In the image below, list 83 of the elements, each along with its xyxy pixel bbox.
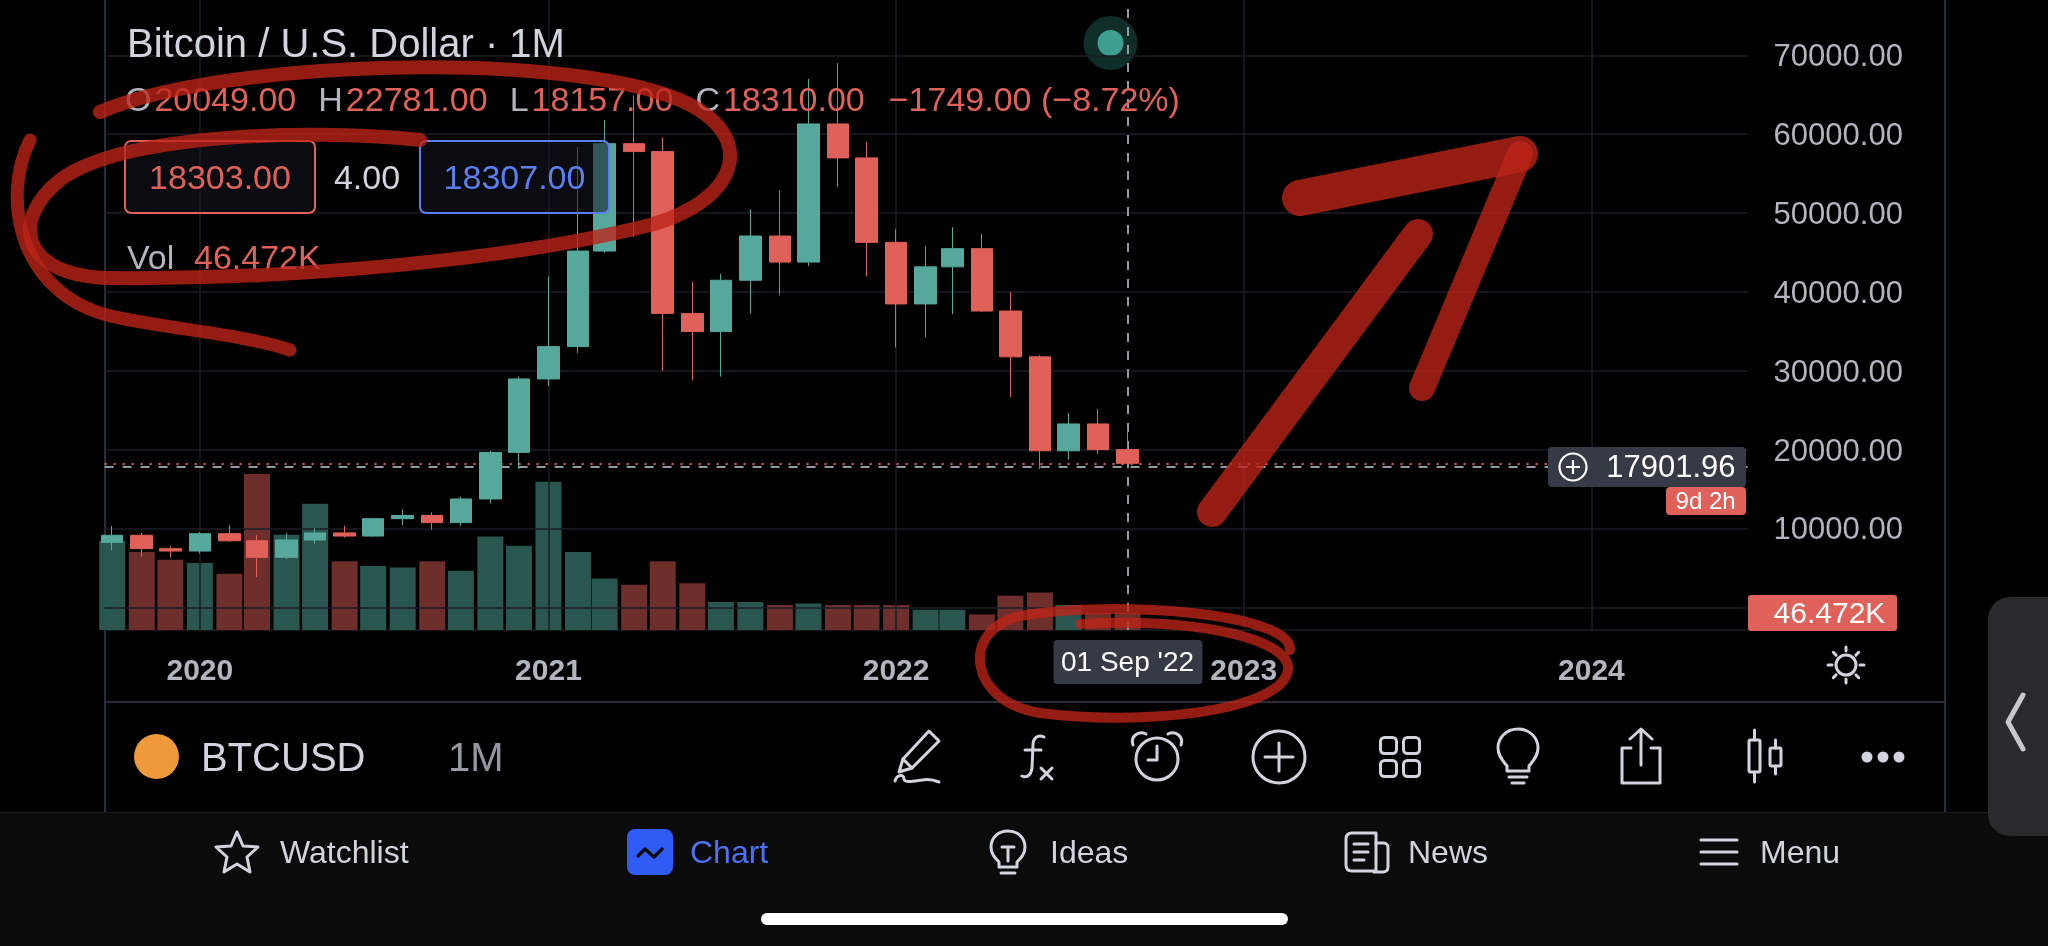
bar <box>621 584 648 630</box>
y-tick-label: 60000.00 <box>1773 116 1903 152</box>
candlestick <box>537 275 560 387</box>
annotation: 4.00 <box>333 158 401 196</box>
bar <box>447 570 474 630</box>
candlestick <box>681 281 704 382</box>
candlestick <box>941 226 964 315</box>
candlestick <box>479 450 502 505</box>
text: BTCUSD <box>201 735 366 779</box>
candlestick <box>651 136 674 372</box>
bar <box>128 552 155 630</box>
bar <box>535 481 562 630</box>
candlestick <box>421 511 443 531</box>
annotation: L <box>509 80 529 118</box>
bar <box>968 614 995 630</box>
y-tick-label: 50000.00 <box>1773 195 1903 231</box>
ref-line-label: 9d 2h <box>1675 486 1736 514</box>
annotation: H <box>318 80 343 118</box>
bar <box>477 536 504 630</box>
candlestick <box>914 245 937 338</box>
bar <box>157 559 184 630</box>
bar <box>707 601 734 630</box>
bar <box>99 541 126 630</box>
x-tick-label: 2024 <box>1558 652 1626 686</box>
bar <box>505 545 532 630</box>
bar <box>216 573 243 630</box>
candlestick <box>1057 412 1080 460</box>
bar <box>389 567 416 630</box>
bar <box>853 605 880 630</box>
candlestick <box>218 524 241 543</box>
candlestick <box>391 508 414 526</box>
annotation: Vol <box>127 238 175 276</box>
candlestick <box>333 525 356 539</box>
annotation: 46.472K <box>194 238 321 276</box>
annotation: C <box>695 80 720 118</box>
text: Ideas <box>1050 834 1129 870</box>
text: News <box>1408 834 1489 870</box>
y-tick-label: 40000.00 <box>1773 274 1903 310</box>
bar <box>419 561 446 630</box>
x-tick-label: 2023 <box>1210 652 1278 686</box>
x-tick-label: 2020 <box>166 652 234 686</box>
text: 46.472K <box>1773 595 1886 629</box>
x-tick-label: 2022 <box>862 652 930 686</box>
text: 1M <box>448 735 504 779</box>
bar <box>302 503 329 630</box>
annotation: 22781.00 <box>345 80 488 118</box>
annotation: 18303.00 <box>149 158 291 196</box>
candlestick <box>855 141 878 277</box>
annotation: 18307.00 <box>443 158 586 196</box>
bar <box>825 605 851 630</box>
candlestick <box>508 376 530 470</box>
text: Watchlist <box>280 834 409 870</box>
y-tick-label: 30000.00 <box>1773 353 1903 389</box>
candlestick <box>971 233 993 313</box>
y-tick-label: 70000.00 <box>1773 37 1903 73</box>
candlestick <box>450 496 472 527</box>
bar <box>649 561 676 630</box>
ref-line-label: 01 Sep '22 <box>1061 646 1195 677</box>
annotation: −1749.00 (−8.72%) <box>888 80 1180 118</box>
bar <box>795 603 822 630</box>
bar <box>360 566 387 630</box>
candlestick <box>999 291 1022 398</box>
bar <box>331 561 358 630</box>
bar <box>679 583 706 630</box>
y-tick-label: 20000.00 <box>1773 432 1903 468</box>
text: Bitcoin / U.S. Dollar · 1M <box>127 21 565 65</box>
candlestick <box>189 531 211 554</box>
candlestick <box>739 208 762 314</box>
ref-line-label: 17901.96 <box>1606 449 1736 485</box>
candlestick <box>362 517 384 538</box>
bar <box>766 605 793 630</box>
text: Menu <box>1760 834 1841 870</box>
annotation: 20049.00 <box>154 80 297 118</box>
candlestick <box>885 228 907 348</box>
candlestick <box>159 545 182 558</box>
candlestick <box>769 189 791 296</box>
bar <box>737 601 764 630</box>
candlestick <box>710 273 732 378</box>
text: Chart <box>690 834 769 870</box>
x-tick-label: 2021 <box>515 652 582 686</box>
candlestick <box>1087 408 1109 455</box>
bar <box>243 474 270 630</box>
y-tick-label: 10000.00 <box>1773 511 1903 547</box>
